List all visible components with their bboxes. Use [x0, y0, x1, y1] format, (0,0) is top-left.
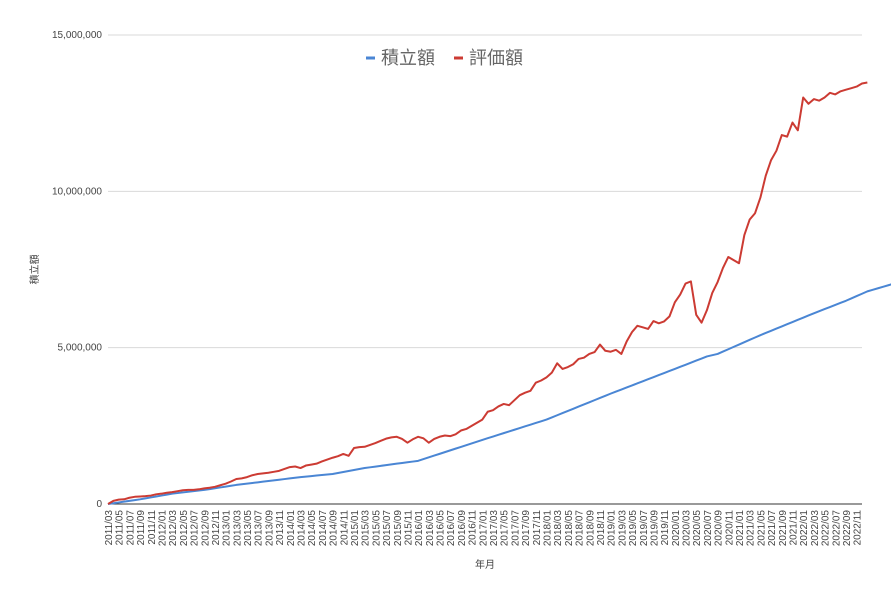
- x-tick-label: 2020/07: [703, 510, 714, 547]
- x-tick-label: 2014/07: [318, 510, 329, 547]
- x-tick-label: 2021/09: [778, 510, 789, 547]
- x-tick-label: 2021/03: [746, 510, 757, 547]
- x-tick-label: 2011/03: [104, 510, 115, 546]
- x-tick-label: 2018/05: [564, 510, 575, 547]
- x-tick-label: 2017/05: [500, 510, 511, 547]
- x-tick-label: 2022/09: [842, 510, 853, 547]
- y-axis-ticks: 0 5,000,000 10,000,000 15,000,000: [52, 30, 103, 510]
- x-tick-label: 2017/09: [521, 510, 532, 547]
- y-tick-label: 5,000,000: [58, 343, 103, 354]
- x-tick-label: 2021/05: [756, 510, 767, 547]
- x-tick-label: 2022/01: [799, 510, 810, 547]
- legend: 積立額 評価額: [366, 48, 523, 68]
- x-tick-label: 2013/05: [243, 510, 254, 547]
- x-tick-label: 2020/05: [692, 510, 703, 547]
- x-tick-label: 2019/05: [628, 510, 639, 547]
- x-tick-label: 2017/01: [478, 510, 489, 547]
- series-line-1: [107, 283, 891, 505]
- x-tick-label: 2020/09: [714, 510, 725, 547]
- x-tick-label: 2022/05: [821, 510, 832, 547]
- x-tick-label: 2017/03: [489, 510, 500, 547]
- x-tick-label: 2015/05: [371, 510, 382, 547]
- x-tick-label: 2015/09: [393, 510, 404, 547]
- x-tick-label: 2013/07: [254, 510, 265, 547]
- y-tick-label: 15,000,000: [52, 30, 102, 41]
- x-tick-label: 2013/09: [264, 510, 275, 547]
- x-tick-label: 2016/03: [425, 510, 436, 547]
- x-tick-label: 2019/03: [617, 510, 628, 547]
- x-tick-label: 2013/11: [275, 510, 286, 546]
- x-tick-label: 2015/01: [350, 510, 361, 547]
- x-tick-label: 2021/07: [767, 510, 778, 547]
- x-tick-label: 2012/01: [157, 510, 168, 547]
- x-axis-ticks: 2011/03 2011/05 2011/07 2011/09 2011/11 2012/…: [104, 510, 864, 547]
- x-tick-label: 2015/11: [403, 510, 414, 546]
- x-tick-label: 2018/07: [575, 510, 586, 547]
- x-tick-label: 2018/03: [553, 510, 564, 547]
- x-tick-label: 2013/01: [222, 510, 233, 547]
- x-tick-label: 2011/07: [125, 510, 136, 546]
- x-tick-label: 2011/05: [115, 510, 126, 546]
- x-tick-label: 2022/11: [853, 510, 864, 546]
- legend-label-2: 評価額: [469, 48, 523, 68]
- x-tick-label: 2019/01: [607, 510, 618, 547]
- y-tick-label: 0: [96, 499, 102, 510]
- x-tick-label: 2014/09: [329, 510, 340, 547]
- x-tick-label: 2022/07: [831, 510, 842, 547]
- x-tick-label: 2014/01: [286, 510, 297, 547]
- x-tick-label: 2018/11: [596, 510, 607, 546]
- x-tick-label: 2017/11: [532, 510, 543, 546]
- x-tick-label: 2013/03: [232, 510, 243, 547]
- x-tick-label: 2012/05: [179, 510, 190, 547]
- x-tick-label: 2019/11: [660, 510, 671, 546]
- gridlines: [108, 34, 862, 349]
- x-tick-label: 2016/01: [414, 510, 425, 547]
- y-tick-label: 10,000,000: [52, 186, 102, 197]
- x-tick-label: 2016/09: [457, 510, 468, 547]
- x-tick-label: 2014/05: [307, 510, 318, 547]
- x-tick-label: 2011/09: [136, 510, 147, 546]
- x-tick-label: 2011/11: [147, 510, 158, 545]
- x-tick-label: 2017/07: [510, 510, 521, 547]
- x-tick-label: 2019/07: [639, 510, 650, 547]
- x-tick-label: 2020/11: [724, 510, 735, 546]
- series-lines: [107, 81, 891, 505]
- x-tick-label: 2016/11: [468, 510, 479, 546]
- x-tick-label: 2022/03: [810, 510, 821, 547]
- x-tick-label: 2019/09: [649, 510, 660, 547]
- x-tick-label: 2015/07: [382, 510, 393, 547]
- x-tick-label: 2014/11: [339, 510, 350, 546]
- x-tick-label: 2015/03: [361, 510, 372, 547]
- x-tick-label: 2012/11: [211, 510, 222, 546]
- x-tick-label: 2021/01: [735, 510, 746, 547]
- x-tick-label: 2014/03: [297, 510, 308, 547]
- x-tick-label: 2021/11: [788, 510, 799, 546]
- x-tick-label: 2018/01: [542, 510, 553, 547]
- x-tick-label: 2020/01: [671, 510, 682, 547]
- x-tick-label: 2012/07: [190, 510, 201, 547]
- x-tick-label: 2016/05: [436, 510, 447, 547]
- x-tick-label: 2012/03: [168, 510, 179, 547]
- x-tick-label: 2018/09: [585, 510, 596, 547]
- x-axis-title: 年月: [475, 558, 495, 571]
- series-line-2: [107, 81, 868, 505]
- x-tick-label: 2016/07: [446, 510, 457, 547]
- y-axis-title: 積立額: [28, 255, 41, 285]
- x-tick-label: 2020/03: [682, 510, 693, 547]
- x-tick-label: 2012/09: [200, 510, 211, 547]
- legend-label-1: 積立額: [381, 48, 435, 68]
